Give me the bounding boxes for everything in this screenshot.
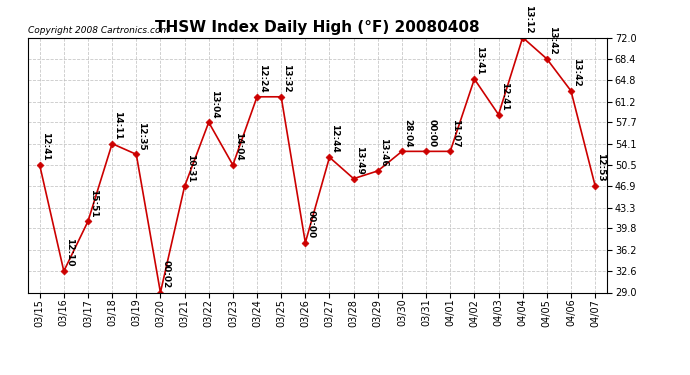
Text: 10:31: 10:31	[186, 154, 195, 182]
Text: 28:04: 28:04	[403, 118, 412, 147]
Text: 13:42: 13:42	[548, 26, 557, 55]
Text: 13:49: 13:49	[355, 146, 364, 174]
Text: 12:24: 12:24	[258, 64, 267, 93]
Text: 12:10: 12:10	[65, 238, 74, 267]
Text: 12:35: 12:35	[137, 122, 146, 150]
Text: 13:32: 13:32	[282, 64, 291, 93]
Title: THSW Index Daily High (°F) 20080408: THSW Index Daily High (°F) 20080408	[155, 20, 480, 35]
Text: 12:53: 12:53	[596, 153, 605, 182]
Text: 13:12: 13:12	[524, 5, 533, 33]
Text: Copyright 2008 Cartronics.com: Copyright 2008 Cartronics.com	[28, 26, 169, 35]
Text: 00:00: 00:00	[306, 210, 315, 238]
Text: 00:00: 00:00	[427, 119, 436, 147]
Text: 13:46: 13:46	[379, 138, 388, 167]
Text: 15:51: 15:51	[89, 189, 98, 217]
Text: 12:41: 12:41	[41, 132, 50, 161]
Text: 12:41: 12:41	[500, 82, 509, 110]
Text: 13:04: 13:04	[210, 90, 219, 118]
Text: 11:07: 11:07	[451, 118, 460, 147]
Text: 13:42: 13:42	[572, 58, 581, 87]
Text: 13:41: 13:41	[475, 46, 484, 75]
Text: 14:11: 14:11	[113, 111, 122, 140]
Text: 14:04: 14:04	[234, 132, 243, 161]
Text: 12:44: 12:44	[331, 124, 339, 153]
Text: 00:02: 00:02	[161, 260, 170, 288]
